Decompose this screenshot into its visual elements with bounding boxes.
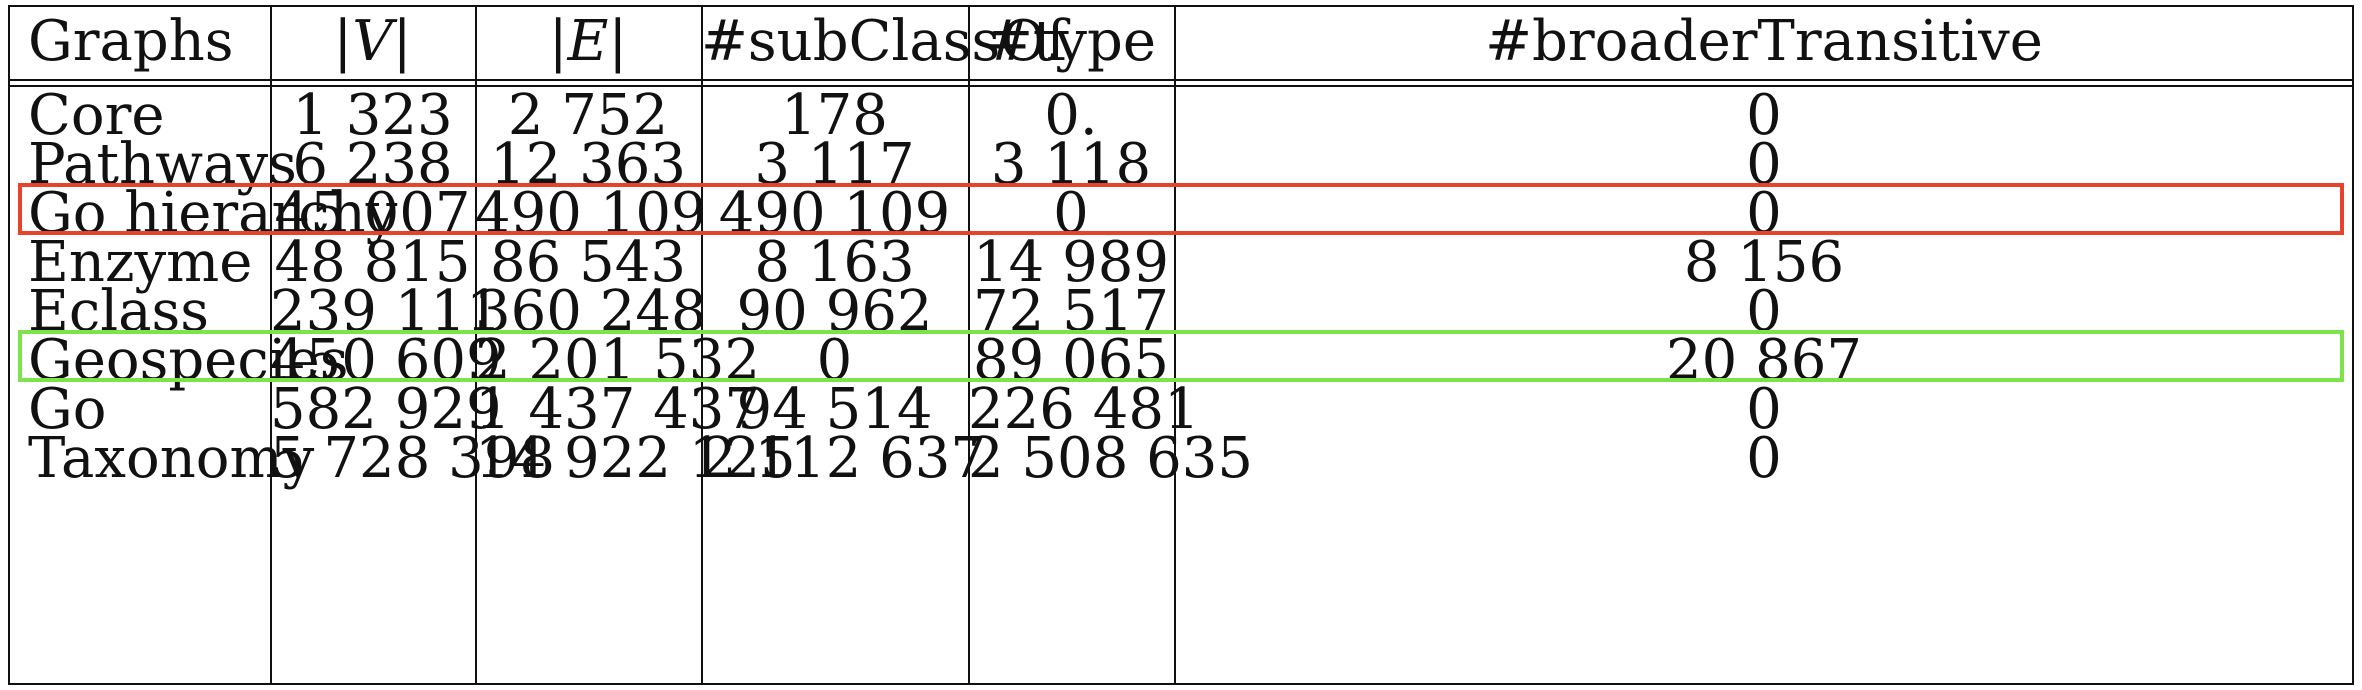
table-cell: 0 — [1746, 426, 1782, 491]
column-border-2 — [475, 5, 477, 685]
header-cell: #broaderTransitive — [1485, 9, 2043, 74]
column-border-1 — [270, 5, 272, 685]
table-cell: 0 — [1746, 83, 1782, 148]
table-cell: 178 — [781, 83, 888, 148]
table-cell: 0 — [816, 328, 853, 393]
row-label-cell: Core — [28, 83, 165, 148]
header-cell: |E| — [548, 9, 628, 74]
header-cell: |V| — [333, 9, 412, 74]
table-cell: 8 163 — [754, 230, 915, 295]
table-cell: 2 508 635 — [968, 426, 1254, 491]
table-cell: 8 156 — [1683, 230, 1845, 295]
table-cell: 582 929 — [270, 377, 502, 442]
header-cell: #type — [985, 9, 1157, 74]
table-cell: 48 815 — [274, 230, 471, 295]
column-border-5 — [1174, 5, 1176, 685]
table-cell: 14 989 — [973, 230, 1169, 295]
table-cell: 1 323 — [292, 83, 453, 148]
header-cell: #subClassOf — [701, 9, 1067, 74]
row-label-cell: Taxonomy — [28, 426, 315, 491]
table-cell: 0. — [1044, 83, 1098, 148]
table-cell: 226 481 — [968, 377, 1200, 442]
table-cell: 86 543 — [490, 230, 686, 295]
table-cell: 450 609 — [270, 328, 502, 393]
row-label-cell: Go — [28, 377, 107, 442]
header-divider-top — [8, 79, 2354, 81]
table-cell: 20 867 — [1666, 328, 1862, 393]
table-cell: 0 — [1053, 181, 1089, 246]
table-cell: 94 514 — [736, 377, 933, 442]
table-cell: 89 065 — [973, 328, 1169, 393]
table-top-border — [8, 5, 2354, 7]
header-divider-bottom — [8, 85, 2354, 87]
column-border-4 — [968, 5, 970, 685]
table-bottom-border — [8, 683, 2354, 685]
table-cell: 45 007 — [274, 181, 471, 246]
table-cell: 14 922 125 — [475, 426, 796, 491]
column-border-6 — [2352, 5, 2354, 685]
table-cell: 490 109 — [475, 181, 707, 246]
table-cell: 490 109 — [718, 181, 951, 246]
table-cell: 5 728 398 — [270, 426, 556, 491]
table-cell: 2 112 637 — [701, 426, 987, 491]
header-cell: Graphs — [28, 9, 234, 74]
table-cell: 2 752 — [507, 83, 669, 148]
data-table: Graphs |V| |E| #subClassOf #type #broaderTran… — [8, 5, 2354, 685]
row-label-cell: Enzyme — [28, 230, 253, 295]
column-border-0 — [8, 5, 10, 685]
table-cell: 0 — [1746, 181, 1782, 246]
column-border-3 — [701, 5, 703, 685]
table-cell: 0 — [1746, 377, 1782, 442]
